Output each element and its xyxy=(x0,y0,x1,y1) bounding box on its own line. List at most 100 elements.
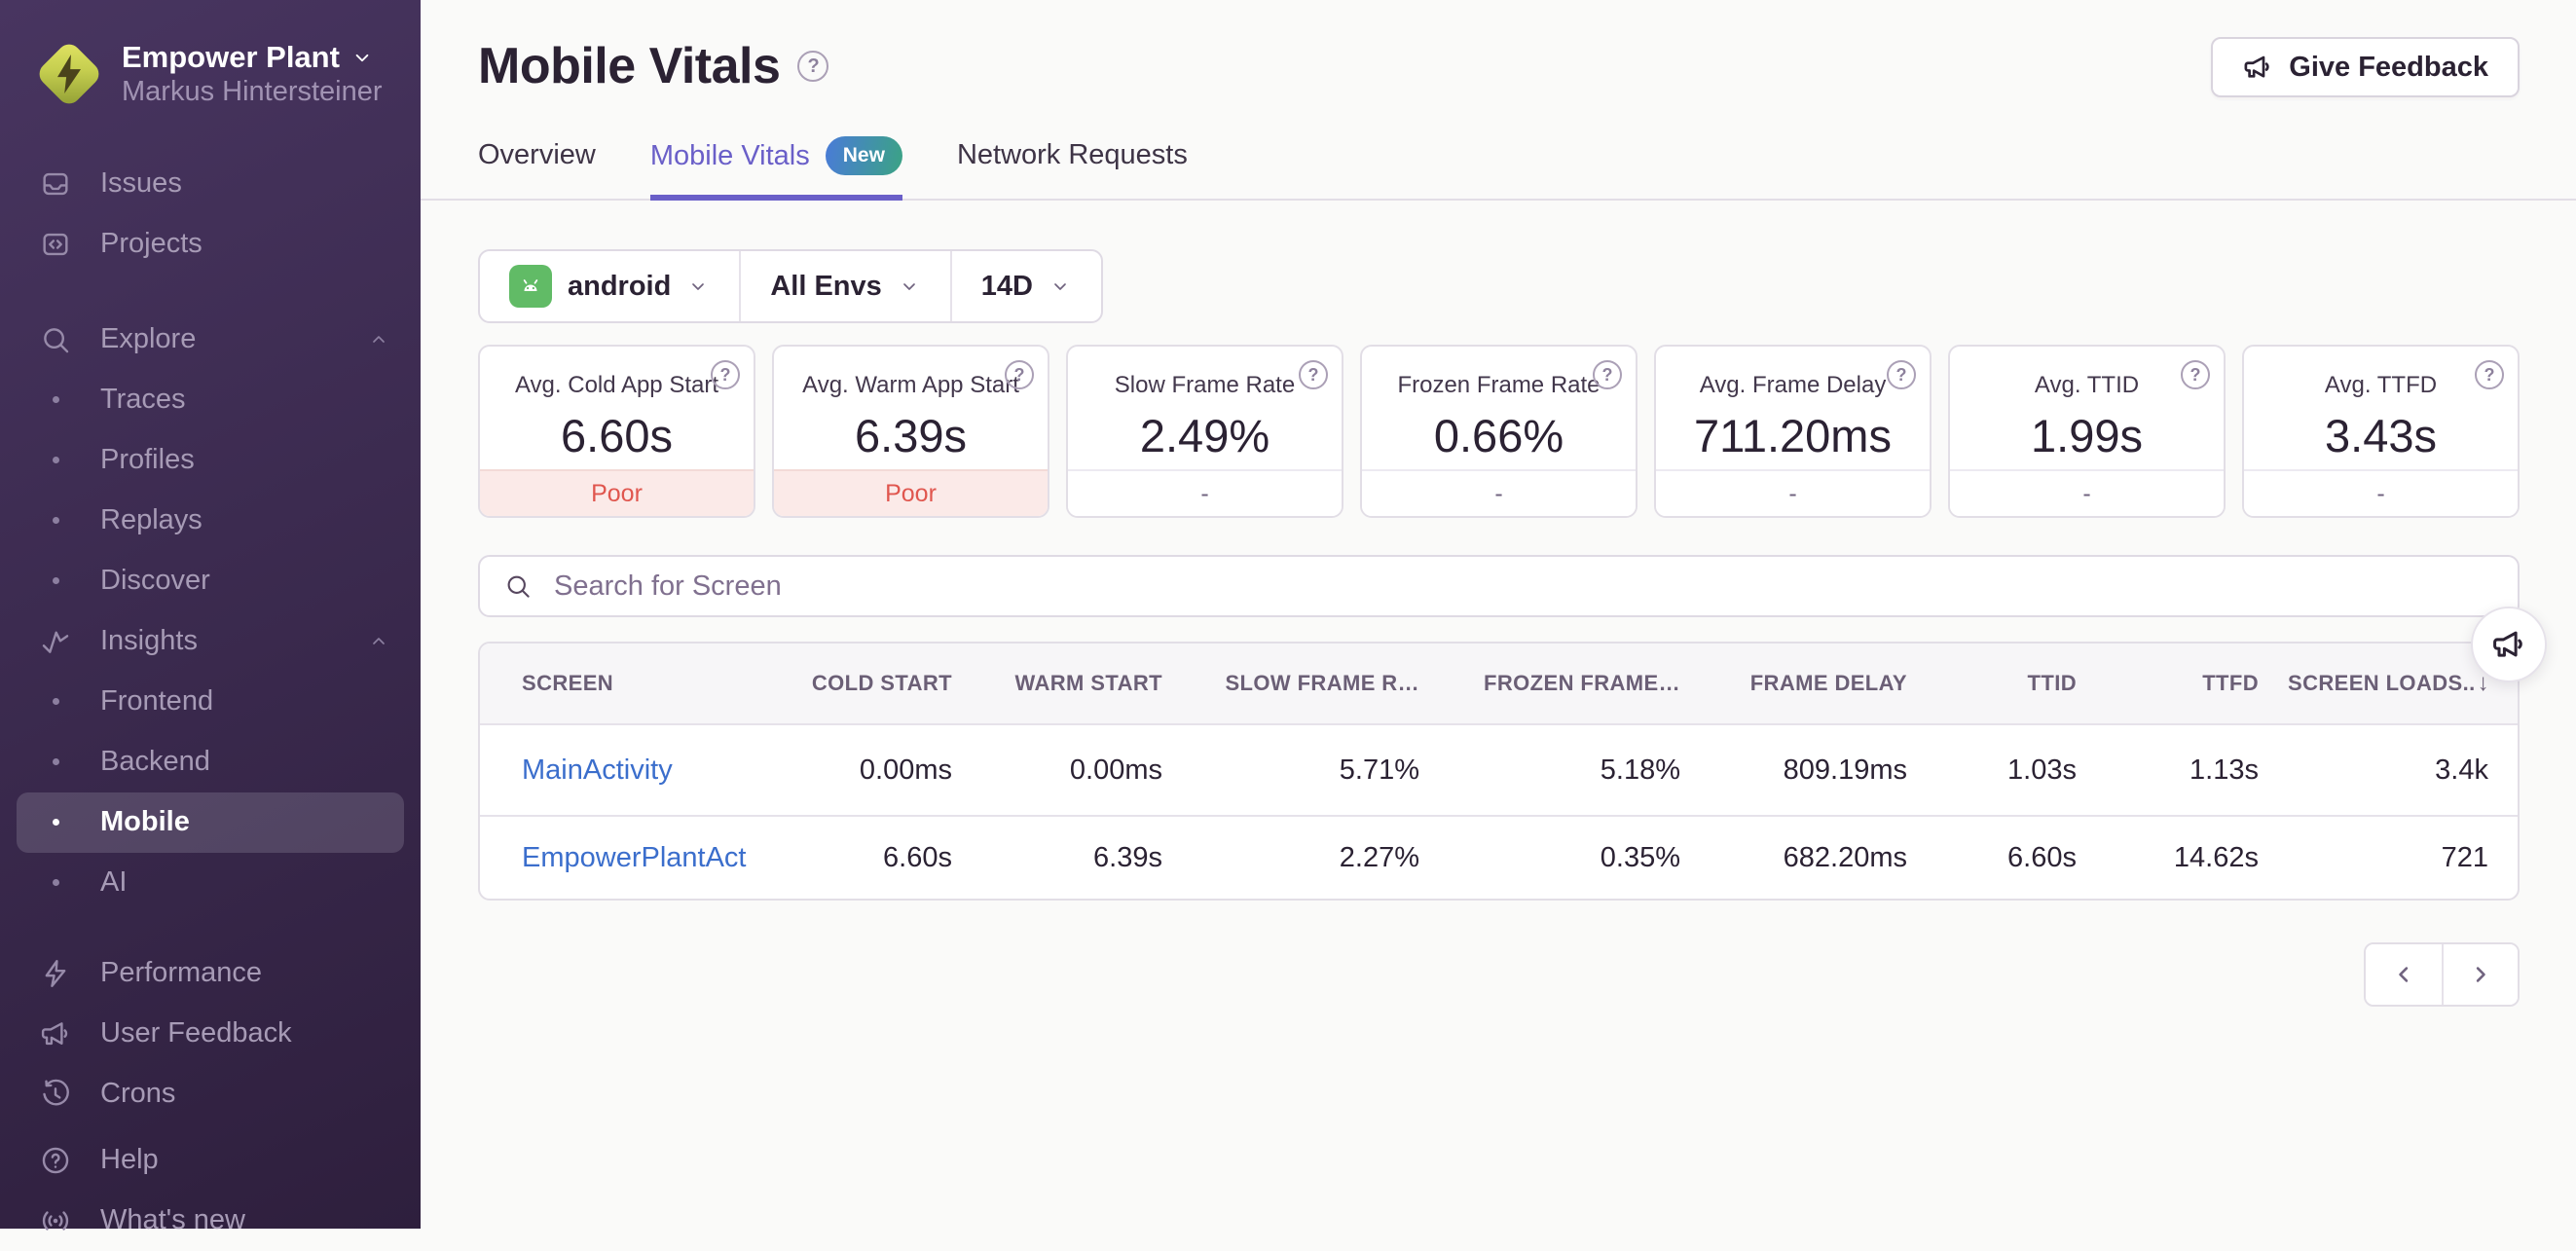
bullet-icon xyxy=(38,457,73,463)
page-content: android All Envs 14D ? Avg. Cold App Sta… xyxy=(421,201,2576,1229)
column-header-screen[interactable]: SCREEN xyxy=(522,671,614,695)
chevron-left-icon xyxy=(2399,967,2409,982)
chevron-down-icon xyxy=(692,283,705,290)
metric-card-frame-delay: ? Avg. Frame Delay 711.20ms - xyxy=(1654,345,1932,518)
help-icon[interactable]: ? xyxy=(1593,360,1622,389)
screen-search xyxy=(478,555,2520,617)
status-badge: Poor xyxy=(774,469,1048,516)
bullet-icon xyxy=(38,396,73,403)
lightning-icon xyxy=(38,956,73,991)
chevron-right-icon xyxy=(2476,967,2485,982)
sidebar-item-frontend[interactable]: Frontend xyxy=(17,672,404,732)
column-header-frozen-frame-rate[interactable]: FROZEN FRAME… xyxy=(1484,671,1680,695)
column-header-screen-loads[interactable]: SCREEN LOADS..↓ xyxy=(2288,670,2490,696)
column-header-cold-start[interactable]: COLD START xyxy=(811,671,952,695)
issues-icon xyxy=(38,166,73,202)
screen-link[interactable]: EmpowerPlantAct xyxy=(522,841,747,873)
sidebar-item-profiles[interactable]: Profiles xyxy=(17,430,404,491)
sort-desc-icon: ↓ xyxy=(2477,670,2490,696)
bullet-icon xyxy=(38,819,73,826)
sidebar-item-crons[interactable]: Crons xyxy=(17,1064,404,1124)
date-range-filter[interactable]: 14D xyxy=(949,251,1101,321)
sidebar-item-insights[interactable]: Insights xyxy=(17,611,404,672)
status-badge: - xyxy=(1950,469,2224,516)
org-logo xyxy=(34,39,104,109)
sidebar-item-discover[interactable]: Discover xyxy=(17,551,404,611)
chevron-down-icon xyxy=(902,283,915,290)
help-icon[interactable]: ? xyxy=(711,360,740,389)
table-row: EmpowerPlantAct 6.60s 6.39s 2.27% 0.35% … xyxy=(480,815,2518,899)
help-icon[interactable]: ? xyxy=(1299,360,1328,389)
metric-card-slow-frame-rate: ? Slow Frame Rate 2.49% - xyxy=(1066,345,1343,518)
filter-bar: android All Envs 14D xyxy=(478,249,1103,323)
tab-overview[interactable]: Overview xyxy=(478,138,596,170)
next-page-button[interactable] xyxy=(2442,944,2518,1005)
metric-card-ttid: ? Avg. TTID 1.99s - xyxy=(1948,345,2226,518)
bullet-icon xyxy=(38,698,73,705)
new-badge: New xyxy=(825,136,902,175)
screens-table: SCREEN COLD START WARM START SLOW FRAME … xyxy=(478,642,2520,901)
org-switcher[interactable]: Empower Plant Markus Hintersteiner xyxy=(17,0,404,109)
column-header-ttid[interactable]: TTID xyxy=(2027,671,2077,695)
sidebar-item-replays[interactable]: Replays xyxy=(17,491,404,551)
help-circle-icon xyxy=(38,1143,73,1178)
title-help-icon[interactable]: ? xyxy=(797,51,829,82)
sidebar-item-help[interactable]: Help xyxy=(17,1130,404,1191)
pagination xyxy=(478,942,2520,1007)
bullet-icon xyxy=(38,517,73,524)
column-header-frame-delay[interactable]: FRAME DELAY xyxy=(1749,671,1907,695)
sidebar-item-whats-new[interactable]: What's new xyxy=(17,1191,404,1251)
megaphone-icon xyxy=(38,1016,73,1051)
main-panel: Mobile Vitals ? Give Feedback Overview M… xyxy=(421,0,2576,1229)
give-feedback-button[interactable]: Give Feedback xyxy=(2211,37,2520,97)
column-header-warm-start[interactable]: WARM START xyxy=(1014,671,1162,695)
android-icon xyxy=(509,265,552,308)
help-icon[interactable]: ? xyxy=(2475,360,2504,389)
sidebar: Empower Plant Markus Hintersteiner Issue… xyxy=(0,0,421,1235)
status-badge: - xyxy=(1362,469,1636,516)
column-header-slow-frame-rate[interactable]: SLOW FRAME R… xyxy=(1225,671,1419,695)
page-header: Mobile Vitals ? Give Feedback Overview M… xyxy=(421,0,2576,201)
megaphone-icon xyxy=(2244,55,2269,78)
sidebar-item-traces[interactable]: Traces xyxy=(17,370,404,430)
help-icon[interactable]: ? xyxy=(2181,360,2210,389)
broadcast-icon xyxy=(38,1203,73,1238)
projects-icon xyxy=(38,227,73,262)
chevron-up-icon xyxy=(373,336,385,343)
status-badge: - xyxy=(1068,469,1342,516)
table-row: MainActivity 0.00ms 0.00ms 5.71% 5.18% 8… xyxy=(522,754,2488,786)
help-icon[interactable]: ? xyxy=(1005,360,1034,389)
bullet-icon xyxy=(38,577,73,584)
metric-card-ttfd: ? Avg. TTFD 3.43s - xyxy=(2242,345,2520,518)
metric-card-warm-app-start: ? Avg. Warm App Start 6.39s Poor xyxy=(772,345,1049,518)
sidebar-item-backend[interactable]: Backend xyxy=(17,732,404,792)
environment-filter[interactable]: All Envs xyxy=(739,251,949,321)
screen-link[interactable]: MainActivity xyxy=(522,754,673,786)
sidebar-item-mobile[interactable]: Mobile xyxy=(17,791,404,853)
tab-bar: Overview Mobile Vitals New Network Reque… xyxy=(478,136,2520,201)
sidebar-item-explore[interactable]: Explore xyxy=(17,310,404,370)
bullet-icon xyxy=(38,758,73,765)
sidebar-item-issues[interactable]: Issues xyxy=(17,154,404,214)
sidebar-item-user-feedback[interactable]: User Feedback xyxy=(17,1004,404,1064)
sidebar-item-ai[interactable]: AI xyxy=(17,853,404,913)
chevron-down-icon xyxy=(355,54,369,61)
search-icon xyxy=(38,322,73,357)
column-header-ttfd[interactable]: TTFD xyxy=(2202,671,2259,695)
previous-page-button[interactable] xyxy=(2366,944,2442,1005)
tab-mobile-vitals[interactable]: Mobile Vitals New xyxy=(649,136,902,201)
sidebar-nav: Issues Projects Explore Traces Profiles xyxy=(17,154,404,1251)
status-badge: - xyxy=(2244,469,2518,516)
tab-network-requests[interactable]: Network Requests xyxy=(956,138,1188,170)
sidebar-item-projects[interactable]: Projects xyxy=(17,214,404,275)
status-badge: Poor xyxy=(480,469,754,516)
floating-feedback-button[interactable] xyxy=(2471,607,2547,682)
sidebar-item-performance[interactable]: Performance xyxy=(17,943,404,1004)
project-filter[interactable]: android xyxy=(480,251,739,321)
help-icon[interactable]: ? xyxy=(1887,360,1916,389)
org-user: Markus Hintersteiner xyxy=(122,76,383,108)
chevron-up-icon xyxy=(373,638,385,644)
search-input[interactable] xyxy=(552,569,2494,604)
search-icon xyxy=(507,575,530,598)
